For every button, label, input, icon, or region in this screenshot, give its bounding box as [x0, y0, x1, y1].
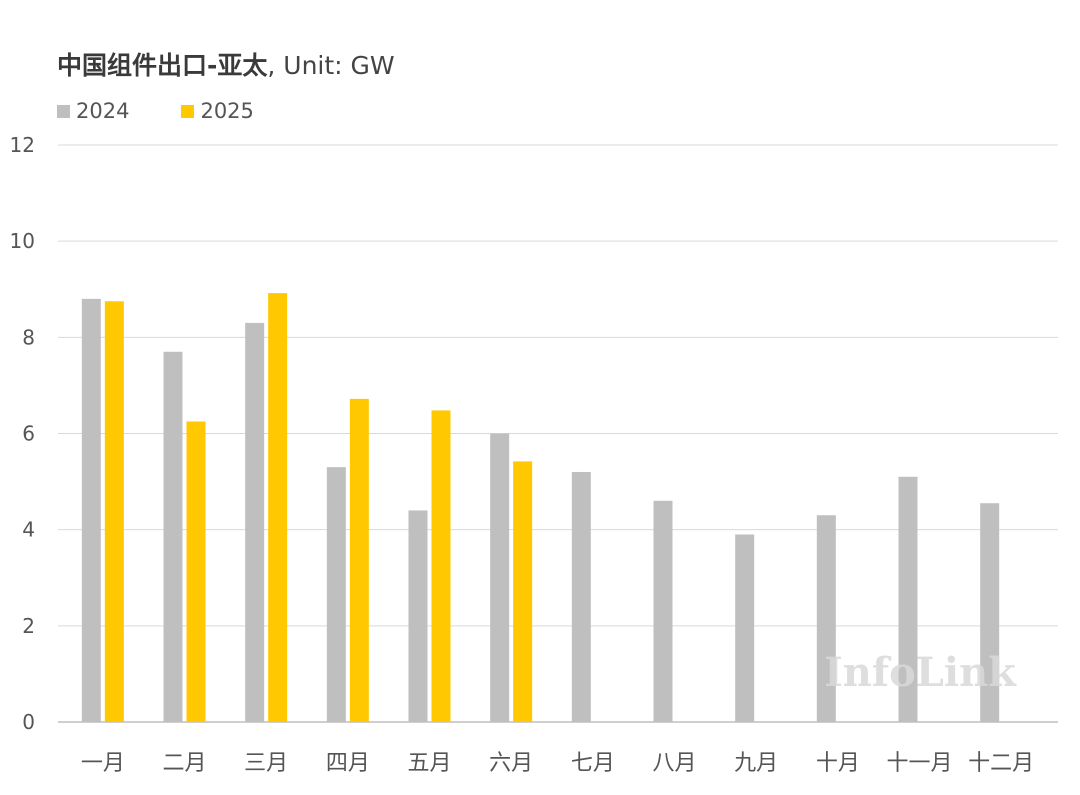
x-tick-label: 八月 — [652, 751, 696, 776]
bar-2025-2 — [186, 421, 206, 722]
chart-unit-label: , Unit: GW — [267, 51, 395, 80]
x-tick-label: 三月 — [244, 751, 288, 776]
bar-2025-1 — [104, 301, 124, 722]
bar-2025-5 — [431, 410, 451, 722]
legend-label-2024: 2024 — [76, 99, 130, 123]
legend-item-2025: 2025 — [181, 99, 254, 123]
x-tick-label: 七月 — [571, 751, 615, 776]
bar-2024-11 — [898, 476, 918, 722]
bar-2024-9 — [735, 534, 755, 722]
x-tick-label: 一月 — [81, 751, 125, 776]
x-tick-label: 二月 — [162, 751, 206, 776]
y-tick-label: 10 — [10, 229, 35, 253]
chart-title: 中国组件出口-亚太, Unit: GW — [57, 46, 395, 82]
legend-item-2024: 2024 — [57, 99, 129, 123]
bar-2024-1 — [81, 298, 101, 722]
y-tick-label: 0 — [22, 710, 35, 734]
bar-2024-6 — [490, 433, 510, 722]
bar-2025-3 — [268, 293, 288, 722]
bar-2024-4 — [326, 467, 346, 722]
x-tick-label: 十一月 — [886, 751, 952, 776]
y-tick-label: 12 — [10, 133, 35, 157]
bar-2024-2 — [163, 351, 183, 722]
x-tick-label: 四月 — [326, 751, 370, 776]
x-tick-label: 十月 — [816, 751, 860, 776]
y-tick-label: 2 — [22, 614, 35, 638]
bar-2024-8 — [653, 500, 673, 722]
bar-2024-5 — [408, 510, 428, 722]
bar-2024-3 — [245, 322, 265, 722]
bar-2024-7 — [571, 471, 591, 722]
y-tick-label: 6 — [22, 422, 35, 446]
legend-swatch-2024 — [57, 104, 70, 118]
y-tick-label: 4 — [22, 518, 35, 542]
x-tick-label: 九月 — [734, 751, 778, 776]
x-tick-label: 五月 — [407, 751, 451, 776]
chart-legend: 2024 2025 — [57, 99, 306, 123]
bar-2024-10 — [816, 515, 836, 722]
bar-2025-6 — [513, 461, 533, 722]
legend-label-2025: 2025 — [200, 99, 254, 123]
y-tick-label: 8 — [22, 325, 35, 349]
bar-2025-4 — [349, 398, 369, 722]
chart-title-text: 中国组件出口-亚太 — [57, 51, 268, 80]
legend-swatch-2025 — [181, 104, 195, 118]
x-tick-label: 六月 — [489, 751, 533, 776]
watermark-logo: InfoLink — [824, 649, 1017, 696]
bar-2024-12 — [980, 503, 1000, 722]
x-tick-label: 十二月 — [968, 751, 1034, 776]
